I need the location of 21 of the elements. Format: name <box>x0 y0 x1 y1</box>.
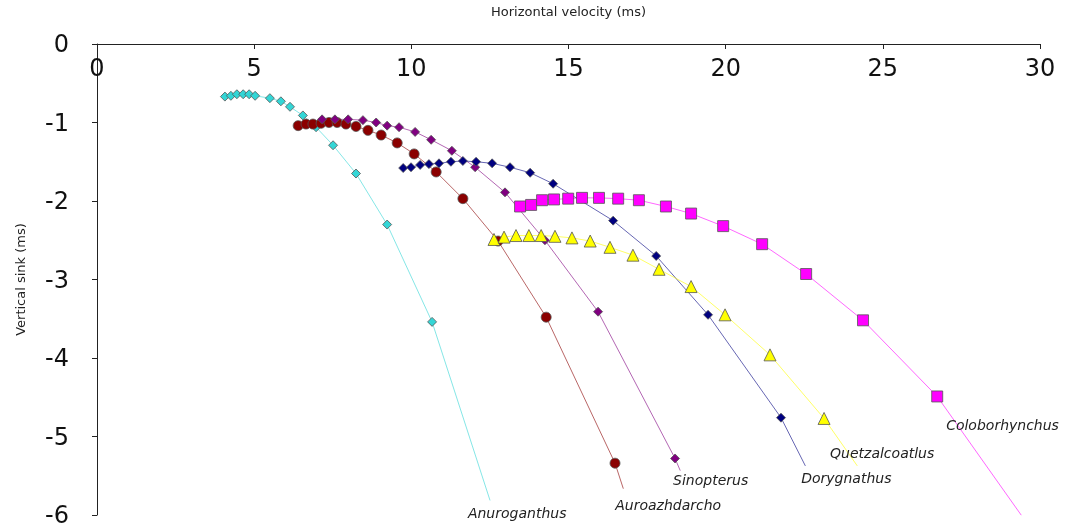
x-tick-label: 20 <box>710 54 741 82</box>
x-tick-label: 25 <box>867 54 899 82</box>
series-label: Anuroganthus <box>466 505 567 522</box>
x-axis-title: Horizontal velocity (ms) <box>490 4 647 19</box>
y-tick-label: -1 <box>45 108 69 137</box>
x-tick-label: 15 <box>553 54 584 82</box>
y-tick-label: -5 <box>45 422 69 451</box>
y-tick-label: -3 <box>45 265 69 294</box>
series-label: Quetzalcoatlus <box>830 444 935 461</box>
x-tick-label: 5 <box>246 54 262 82</box>
x-tick-label: 30 <box>1024 54 1056 82</box>
y-tick-label: -4 <box>45 344 69 372</box>
y-tick-label: 0 <box>53 30 69 58</box>
y-tick-label: -6 <box>45 501 69 529</box>
series-label: Coloborhynchus <box>946 417 1059 433</box>
x-tick-label: 10 <box>396 54 427 82</box>
series-label: Auroazhdarcho <box>614 497 722 514</box>
y-tick-label: -2 <box>45 187 69 215</box>
y-axis-title: Vertical sink (ms) <box>13 223 28 336</box>
series-label: Sinopterus <box>673 472 749 489</box>
series-label: Dorygnathus <box>801 469 892 486</box>
